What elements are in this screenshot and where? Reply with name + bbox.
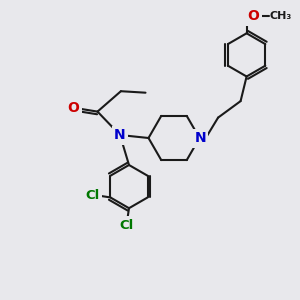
Text: CH₃: CH₃ (270, 11, 292, 22)
Text: N: N (114, 128, 126, 142)
Text: O: O (247, 10, 259, 23)
Text: Cl: Cl (85, 189, 99, 203)
Text: N: N (194, 131, 206, 145)
Text: O: O (68, 101, 80, 115)
Text: Cl: Cl (119, 219, 133, 232)
